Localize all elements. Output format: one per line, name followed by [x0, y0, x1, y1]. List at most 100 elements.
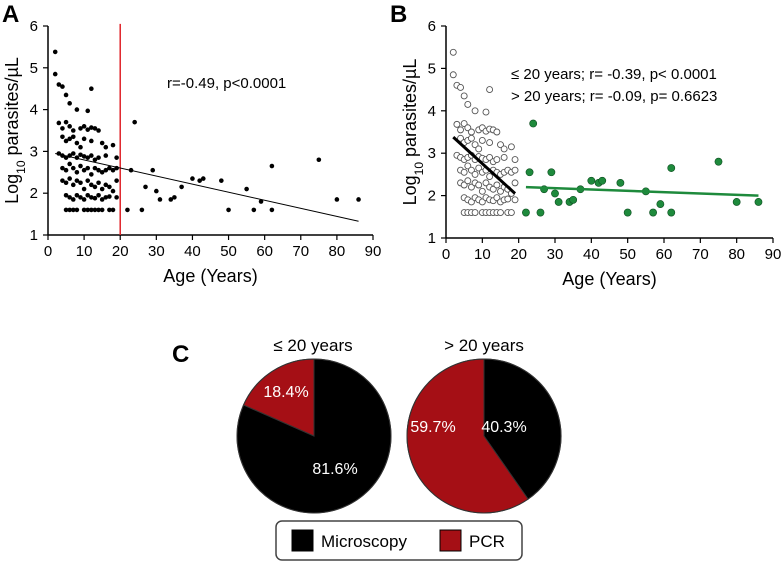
- b-y-tick-label: 4: [428, 103, 436, 120]
- a-data-point: [110, 142, 116, 148]
- a-data-point: [74, 170, 80, 175]
- b-y-tick-label: 3: [428, 145, 436, 162]
- b-point-le20: [475, 181, 483, 189]
- a-data-point: [60, 126, 65, 131]
- a-data-point: [81, 197, 87, 202]
- b-point-le20: [449, 48, 457, 56]
- legend-swatch-microscopy: [291, 529, 314, 552]
- a-data-point: [81, 207, 87, 213]
- a-data-point: [78, 180, 83, 186]
- a-data-point: [60, 178, 65, 183]
- a-data-point: [99, 186, 105, 192]
- pie-le20-outline: [236, 358, 392, 514]
- a-data-point: [92, 165, 98, 171]
- b-point-le20: [471, 141, 479, 149]
- b-point-le20: [467, 183, 475, 191]
- a-data-point: [78, 126, 83, 131]
- b-point-le20: [471, 107, 479, 115]
- a-data-point: [172, 195, 177, 200]
- a-data-point: [63, 207, 69, 213]
- a-data-point: [63, 167, 69, 173]
- panel-a-scatter: 0 10 20 30 40 50 60 70 80 90 1 2 3 4 5 6 Age (Years) Log1…: [2, 18, 381, 286]
- b-x-tick-label: 30: [547, 246, 564, 263]
- b-point-le20: [457, 84, 464, 91]
- a-data-point: [74, 107, 80, 112]
- b-x-tick-label: 70: [692, 246, 709, 263]
- a-data-point: [157, 197, 163, 202]
- a-data-point: [139, 207, 145, 213]
- b-point-le20: [482, 108, 490, 116]
- b-point-gt20: [649, 208, 657, 217]
- a-data-point: [67, 176, 72, 181]
- a-data-point: [103, 195, 109, 200]
- b-point-le20: [471, 209, 479, 217]
- a-y-tick-label: 4: [30, 102, 38, 119]
- b-point-le20: [460, 120, 468, 127]
- a-y-tick-label: 5: [30, 60, 38, 77]
- b-point-le20: [460, 92, 468, 100]
- a-data-point: [63, 119, 69, 125]
- a-data-point: [52, 71, 58, 77]
- a-data-point: [60, 84, 65, 89]
- b-point-le20: [467, 128, 475, 136]
- b-y-tick-label: 6: [428, 18, 436, 35]
- b-point-le20: [464, 162, 472, 170]
- b-point-le20: [486, 173, 494, 180]
- a-data-point: [103, 182, 109, 188]
- a-data-point: [85, 127, 91, 132]
- b-point-le20: [511, 196, 519, 204]
- b-point-le20: [507, 143, 515, 151]
- a-data-point: [63, 92, 69, 98]
- pie-gt20-label-microscopy: 40.3%: [481, 419, 526, 436]
- b-point-le20: [497, 141, 504, 149]
- b-point-le20: [449, 71, 457, 79]
- b-y-tick-label: 5: [428, 60, 436, 77]
- b-point-le20: [460, 168, 468, 176]
- a-data-point: [269, 207, 275, 213]
- a-data-point: [258, 199, 264, 204]
- b-regression-gt20: [525, 185, 759, 197]
- a-data-point: [63, 155, 69, 160]
- b-point-le20: [457, 134, 464, 142]
- a-data-point: [316, 157, 322, 163]
- a-x-tick-label: 70: [292, 243, 309, 260]
- a-data-point: [143, 184, 148, 190]
- a-data-point: [226, 207, 231, 213]
- a-data-point: [103, 167, 109, 173]
- a-data-point: [70, 207, 76, 213]
- a-data-point: [107, 207, 112, 213]
- b-point-le20: [511, 179, 519, 187]
- b-point-le20: [457, 126, 464, 134]
- b-point-le20: [460, 181, 468, 189]
- a-x-tick-label: 40: [184, 243, 201, 260]
- b-point-gt20: [667, 164, 676, 172]
- a-data-point: [110, 207, 116, 213]
- b-point-le20: [467, 134, 475, 142]
- a-data-point: [81, 124, 87, 129]
- b-point-gt20: [656, 200, 665, 208]
- b-point-le20: [511, 166, 519, 174]
- b-point-le20: [486, 86, 494, 94]
- a-data-point: [110, 188, 116, 194]
- b-point-le20: [478, 187, 486, 195]
- b-point-gt20: [598, 176, 607, 185]
- b-point-le20: [511, 156, 519, 164]
- b-point-gt20: [754, 198, 763, 206]
- a-data-point: [52, 49, 58, 55]
- b-point-le20: [464, 124, 472, 132]
- legend-label-pcr: PCR: [469, 532, 505, 551]
- pie-gt20-label-pcr: 59.7%: [410, 419, 455, 436]
- b-point-le20: [504, 195, 512, 203]
- b-x-tick-label: 0: [442, 246, 450, 263]
- a-data-point: [81, 186, 87, 192]
- a-regression-line: [55, 153, 359, 222]
- a-data-point: [67, 161, 72, 167]
- a-x-tick-label: 50: [220, 243, 237, 260]
- a-y-tick-label: 2: [30, 185, 38, 202]
- a-data-point: [92, 157, 98, 163]
- a-data-point: [74, 207, 80, 213]
- a-data-point: [60, 165, 65, 171]
- a-data-point: [179, 184, 184, 190]
- a-data-point: [78, 144, 83, 150]
- a-data-point: [81, 154, 87, 159]
